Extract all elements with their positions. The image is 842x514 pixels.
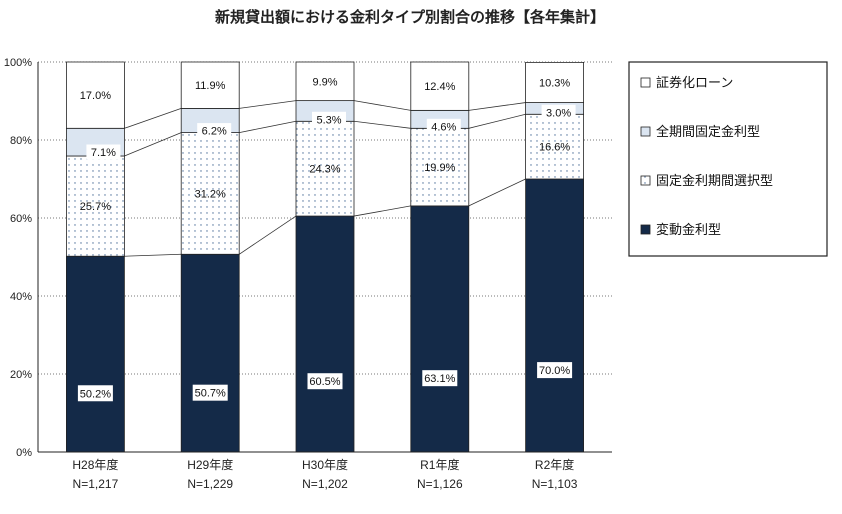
legend-box xyxy=(628,61,828,257)
connector-line xyxy=(353,205,411,217)
data-label: 16.6% xyxy=(539,142,570,154)
connector-line xyxy=(468,102,526,111)
connector-line xyxy=(124,132,182,157)
bar-segment xyxy=(66,255,125,453)
bars: 50.2% 25.7% 7.1% 17.0% 50.7% 31.2% 6.2% 11.9% 60… xyxy=(66,61,584,453)
legend-label: 全期間固定金利型 xyxy=(656,124,760,140)
data-label: 70.0% xyxy=(539,365,570,377)
sample-size-label: N=1,229 xyxy=(187,477,233,491)
y-tick-label: 0% xyxy=(16,447,32,459)
data-label: 50.2% xyxy=(80,388,111,400)
bar-segment xyxy=(410,127,470,207)
connector-line xyxy=(353,120,411,129)
sample-size-label: N=1,217 xyxy=(73,477,119,491)
data-label-box xyxy=(541,104,576,120)
data-label: 4.6% xyxy=(431,121,456,133)
data-label-box xyxy=(197,123,232,139)
data-label: 50.7% xyxy=(195,388,226,400)
bar-segment xyxy=(410,205,470,453)
x-tick-label: R2年度 xyxy=(535,457,574,472)
data-label: 63.1% xyxy=(424,373,455,385)
y-tick-label: 80% xyxy=(10,135,32,147)
legend-label: 変動金利型 xyxy=(656,222,721,238)
legend-swatch xyxy=(640,77,651,88)
data-label: 17.0% xyxy=(80,90,111,102)
connector-line xyxy=(238,215,297,255)
x-axis: H28年度 N=1,217 H29年度 N=1,229 H30年度 N=1,202 R1年度… xyxy=(38,451,612,491)
connector-line xyxy=(239,120,297,133)
y-tick-label: 60% xyxy=(10,213,32,225)
data-label-box xyxy=(312,111,346,127)
x-tick-label: H28年度 xyxy=(72,457,118,472)
sample-size-label: N=1,126 xyxy=(417,477,463,491)
bar-segment xyxy=(180,253,240,453)
chart-title: 新規貸出額における金利タイプ別割合の推移【各年集計】 xyxy=(215,8,605,26)
connector-line xyxy=(239,100,297,109)
connector-lines xyxy=(124,100,526,257)
bar-segment xyxy=(295,61,355,102)
data-label-box xyxy=(307,373,343,390)
x-tick-label: H29年度 xyxy=(187,457,233,472)
sample-size-label: N=1,103 xyxy=(532,477,578,491)
x-tick-label: R1年度 xyxy=(420,457,459,472)
bar-segment xyxy=(525,61,584,103)
data-label-box xyxy=(537,362,573,379)
data-label-box xyxy=(192,384,228,401)
data-label-box xyxy=(77,385,113,402)
data-label: 3.0% xyxy=(546,107,571,119)
data-label: 25.7% xyxy=(80,201,111,213)
y-tick-label: 100% xyxy=(4,57,32,69)
data-label-box xyxy=(86,144,121,160)
bar-segment xyxy=(525,178,584,453)
connector-line xyxy=(124,253,182,257)
connector-line xyxy=(468,113,526,129)
connector-line xyxy=(353,100,411,111)
data-label: 11.9% xyxy=(195,80,226,92)
data-label: 6.2% xyxy=(202,126,227,138)
bar-segment xyxy=(180,61,240,109)
data-label-box xyxy=(426,118,461,134)
y-tick-label: 40% xyxy=(10,291,32,303)
data-label: 31.2% xyxy=(195,188,226,200)
data-label: 9.9% xyxy=(312,76,337,88)
bar-segment xyxy=(66,61,125,129)
legend-swatch xyxy=(640,126,651,137)
y-axis: 0% 20% 40% 60% 80% 100% xyxy=(4,57,39,459)
data-label: 7.1% xyxy=(91,147,116,159)
connector-line xyxy=(124,108,182,129)
data-label: 10.3% xyxy=(539,77,570,89)
connector-line xyxy=(468,178,526,207)
data-label: 60.5% xyxy=(309,376,340,388)
x-tick-label: H30年度 xyxy=(302,457,348,472)
legend-label: 固定金利期間選択型 xyxy=(656,173,773,189)
data-label: 19.9% xyxy=(424,162,455,174)
bar-segment xyxy=(295,120,355,217)
y-tick-label: 20% xyxy=(10,369,32,381)
data-label: 24.3% xyxy=(309,164,340,176)
sample-size-label: N=1,202 xyxy=(302,477,348,491)
bar-segment xyxy=(66,155,125,257)
bar-segment xyxy=(410,61,470,111)
data-label-box xyxy=(422,370,458,387)
bar-segment xyxy=(525,113,584,180)
bar-segment xyxy=(295,215,355,453)
legend-label: 証券化ローン xyxy=(656,75,733,91)
legend-swatch xyxy=(640,224,651,235)
data-label: 12.4% xyxy=(424,81,455,93)
legend-swatch xyxy=(640,175,651,186)
data-label: 5.3% xyxy=(316,114,341,126)
